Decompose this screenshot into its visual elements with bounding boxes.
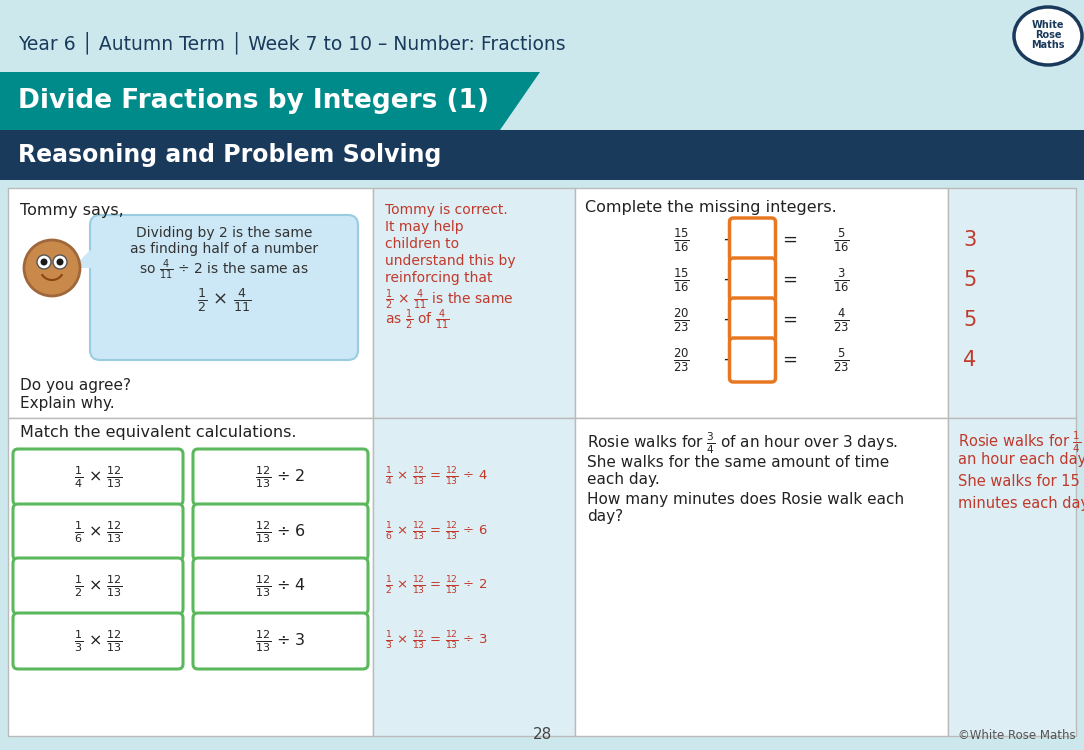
FancyBboxPatch shape bbox=[730, 258, 775, 302]
Text: $\frac{4}{23}$: $\frac{4}{23}$ bbox=[834, 306, 850, 334]
Circle shape bbox=[24, 240, 80, 296]
FancyBboxPatch shape bbox=[193, 613, 367, 669]
Text: day?: day? bbox=[588, 509, 623, 524]
Text: an hour each day.: an hour each day. bbox=[958, 452, 1084, 467]
FancyBboxPatch shape bbox=[730, 218, 775, 262]
Text: $\frac{1}{2}$ × $\frac{12}{13}$ = $\frac{12}{13}$ ÷ 2: $\frac{1}{2}$ × $\frac{12}{13}$ = $\frac… bbox=[385, 575, 487, 597]
Bar bbox=[575, 188, 948, 418]
Bar bbox=[373, 418, 575, 736]
Text: It may help: It may help bbox=[385, 220, 464, 234]
Text: 5: 5 bbox=[963, 310, 977, 330]
Text: $\frac{5}{23}$: $\frac{5}{23}$ bbox=[834, 346, 850, 374]
Text: $\frac{1}{4}$ × $\frac{12}{13}$ = $\frac{12}{13}$ ÷ 4: $\frac{1}{4}$ × $\frac{12}{13}$ = $\frac… bbox=[385, 466, 488, 488]
Polygon shape bbox=[73, 250, 109, 268]
Bar bbox=[948, 188, 1076, 418]
Text: Tommy is correct.: Tommy is correct. bbox=[385, 203, 507, 217]
Text: Maths: Maths bbox=[1031, 40, 1064, 50]
FancyBboxPatch shape bbox=[13, 558, 183, 614]
FancyBboxPatch shape bbox=[193, 449, 367, 505]
Text: Dividing by 2 is the same: Dividing by 2 is the same bbox=[136, 226, 312, 240]
Text: ÷: ÷ bbox=[722, 231, 737, 249]
Text: $\frac{1}{2}$ × $\frac{12}{13}$: $\frac{1}{2}$ × $\frac{12}{13}$ bbox=[74, 573, 122, 599]
Circle shape bbox=[53, 255, 67, 269]
Text: Match the equivalent calculations.: Match the equivalent calculations. bbox=[20, 425, 297, 440]
Text: =: = bbox=[782, 311, 797, 329]
Text: so $\frac{4}{11}$ ÷ 2 is the same as: so $\frac{4}{11}$ ÷ 2 is the same as bbox=[139, 258, 309, 282]
Text: as $\frac{1}{2}$ of $\frac{4}{11}$: as $\frac{1}{2}$ of $\frac{4}{11}$ bbox=[385, 308, 450, 332]
Text: each day.: each day. bbox=[588, 472, 660, 487]
Text: =: = bbox=[782, 351, 797, 369]
Text: $\frac{1}{3}$ × $\frac{12}{13}$: $\frac{1}{3}$ × $\frac{12}{13}$ bbox=[74, 628, 122, 654]
Text: $\frac{1}{2}$ × $\frac{4}{11}$: $\frac{1}{2}$ × $\frac{4}{11}$ bbox=[196, 286, 251, 314]
Text: ©White Rose Maths: ©White Rose Maths bbox=[958, 729, 1076, 742]
Text: Rose: Rose bbox=[1035, 30, 1061, 40]
Text: $\frac{5}{16}$: $\frac{5}{16}$ bbox=[834, 226, 850, 254]
FancyBboxPatch shape bbox=[13, 613, 183, 669]
Text: Divide Fractions by Integers (1): Divide Fractions by Integers (1) bbox=[18, 88, 489, 114]
Bar bbox=[8, 188, 1076, 736]
Bar bbox=[8, 418, 373, 736]
Text: $\frac{15}{16}$: $\frac{15}{16}$ bbox=[673, 226, 689, 254]
Text: $\frac{20}{23}$: $\frac{20}{23}$ bbox=[673, 346, 689, 374]
FancyBboxPatch shape bbox=[193, 558, 367, 614]
Text: $\frac{3}{16}$: $\frac{3}{16}$ bbox=[834, 266, 850, 294]
Text: ÷: ÷ bbox=[722, 351, 737, 369]
Bar bbox=[948, 418, 1076, 736]
Text: $\frac{1}{6}$ × $\frac{12}{13}$ = $\frac{12}{13}$ ÷ 6: $\frac{1}{6}$ × $\frac{12}{13}$ = $\frac… bbox=[385, 521, 488, 543]
Text: $\frac{12}{13}$ ÷ 4: $\frac{12}{13}$ ÷ 4 bbox=[255, 573, 306, 599]
Text: $\frac{20}{23}$: $\frac{20}{23}$ bbox=[673, 306, 689, 334]
Text: ÷: ÷ bbox=[722, 311, 737, 329]
Text: understand this by: understand this by bbox=[385, 254, 516, 268]
Text: =: = bbox=[782, 231, 797, 249]
Text: $\frac{12}{13}$ ÷ 2: $\frac{12}{13}$ ÷ 2 bbox=[256, 464, 306, 490]
Circle shape bbox=[40, 259, 48, 266]
Circle shape bbox=[56, 259, 64, 266]
FancyBboxPatch shape bbox=[730, 338, 775, 382]
Bar bbox=[8, 188, 373, 418]
FancyBboxPatch shape bbox=[193, 504, 367, 560]
Text: ÷: ÷ bbox=[722, 271, 737, 289]
Text: Rosie walks for $\frac{1}{4}$ of: Rosie walks for $\frac{1}{4}$ of bbox=[958, 430, 1084, 455]
Bar bbox=[575, 418, 948, 736]
Text: children to: children to bbox=[385, 237, 460, 251]
Text: $\frac{1}{2}$ × $\frac{4}{11}$ is the same: $\frac{1}{2}$ × $\frac{4}{11}$ is the sa… bbox=[385, 288, 514, 312]
Text: She walks for the same amount of time: She walks for the same amount of time bbox=[588, 455, 889, 470]
Ellipse shape bbox=[1014, 7, 1082, 65]
Text: $\frac{12}{13}$ ÷ 6: $\frac{12}{13}$ ÷ 6 bbox=[255, 519, 306, 545]
Text: minutes each day.: minutes each day. bbox=[958, 496, 1084, 511]
Text: $\frac{1}{4}$ × $\frac{12}{13}$: $\frac{1}{4}$ × $\frac{12}{13}$ bbox=[74, 464, 122, 490]
Bar bbox=[373, 188, 575, 418]
Text: Rosie walks for $\frac{3}{4}$ of an hour over 3 days.: Rosie walks for $\frac{3}{4}$ of an hour… bbox=[588, 430, 899, 455]
Text: How many minutes does Rosie walk each: How many minutes does Rosie walk each bbox=[588, 492, 904, 507]
Text: Reasoning and Problem Solving: Reasoning and Problem Solving bbox=[18, 143, 441, 167]
Text: $\frac{1}{6}$ × $\frac{12}{13}$: $\frac{1}{6}$ × $\frac{12}{13}$ bbox=[74, 519, 122, 545]
Text: Explain why.: Explain why. bbox=[20, 396, 115, 411]
Text: reinforcing that: reinforcing that bbox=[385, 271, 492, 285]
Text: as finding half of a number: as finding half of a number bbox=[130, 242, 318, 256]
Bar bbox=[0, 0, 1084, 72]
Text: Complete the missing integers.: Complete the missing integers. bbox=[585, 200, 837, 215]
Text: $\frac{15}{16}$: $\frac{15}{16}$ bbox=[673, 266, 689, 294]
Bar bbox=[0, 130, 1084, 180]
FancyBboxPatch shape bbox=[13, 504, 183, 560]
Text: $\frac{1}{3}$ × $\frac{12}{13}$ = $\frac{12}{13}$ ÷ 3: $\frac{1}{3}$ × $\frac{12}{13}$ = $\frac… bbox=[385, 630, 488, 652]
Text: Year 6 │ Autumn Term │ Week 7 to 10 – Number: Fractions: Year 6 │ Autumn Term │ Week 7 to 10 – Nu… bbox=[18, 32, 566, 54]
Text: Tommy says,: Tommy says, bbox=[20, 203, 124, 218]
Text: 3: 3 bbox=[963, 230, 977, 250]
FancyBboxPatch shape bbox=[730, 298, 775, 342]
Text: White: White bbox=[1032, 20, 1064, 30]
Text: 4: 4 bbox=[963, 350, 977, 370]
Text: 28: 28 bbox=[532, 727, 552, 742]
Text: Do you agree?: Do you agree? bbox=[20, 378, 131, 393]
Circle shape bbox=[37, 255, 51, 269]
Polygon shape bbox=[0, 72, 540, 130]
Text: =: = bbox=[782, 271, 797, 289]
Text: She walks for 15: She walks for 15 bbox=[958, 474, 1080, 489]
Text: $\frac{12}{13}$ ÷ 3: $\frac{12}{13}$ ÷ 3 bbox=[255, 628, 306, 654]
Text: 5: 5 bbox=[963, 270, 977, 290]
FancyBboxPatch shape bbox=[13, 449, 183, 505]
FancyBboxPatch shape bbox=[90, 215, 358, 360]
